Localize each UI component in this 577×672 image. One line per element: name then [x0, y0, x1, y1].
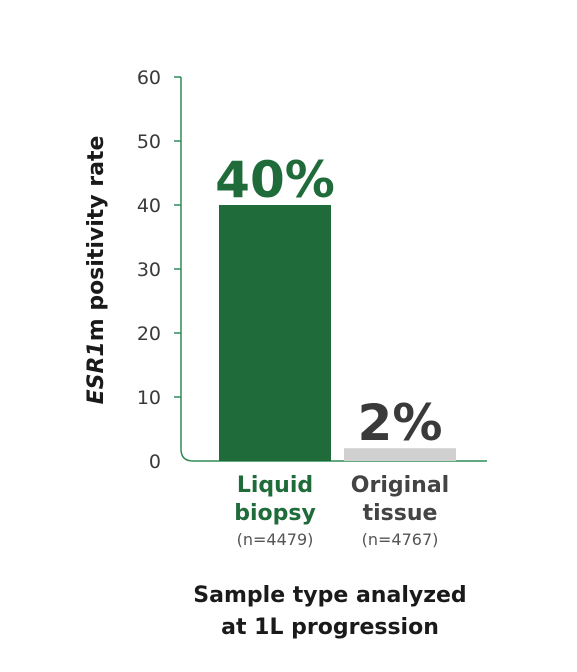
y-tick-label: 20 — [137, 323, 161, 345]
category-label-0-line2: biopsy — [234, 501, 316, 526]
y-tick-label: 40 — [137, 195, 161, 217]
x-axis-label-line1: Sample type analyzed — [193, 583, 466, 608]
axis-line — [180, 77, 487, 462]
bar-1 — [344, 448, 456, 461]
category-label-0-line1: Liquid — [237, 473, 313, 498]
bar-0 — [219, 205, 331, 461]
y-tick-label: 60 — [137, 67, 161, 89]
bar-value-label-1: 2% — [358, 394, 443, 452]
value-labels: 40% 2% — [215, 151, 442, 452]
y-tick-label: 30 — [137, 259, 161, 281]
y-axis-label-italic: ESR1 — [84, 341, 109, 404]
y-tick-label: 50 — [137, 131, 161, 153]
bar-value-label-0: 40% — [215, 151, 335, 209]
y-tick-label: 10 — [137, 387, 161, 409]
y-tick-label: 0 — [149, 451, 161, 473]
category-n-1: (n=4767) — [362, 530, 439, 549]
y-axis-label-rest: m positivity rate — [84, 136, 109, 342]
bars — [219, 205, 456, 461]
category-labels: Liquid biopsy (n=4479) Original tissue (n=476… — [234, 473, 449, 549]
x-axis-label-line2: at 1L progression — [221, 615, 439, 640]
category-label-1-line2: tissue — [363, 501, 438, 526]
category-label-1-line1: Original — [351, 473, 449, 498]
y-axis-ticks: 0 10 20 30 40 50 60 — [137, 67, 181, 473]
y-axis-label: ESR1m positivity rate — [84, 136, 109, 405]
category-n-0: (n=4479) — [237, 530, 314, 549]
